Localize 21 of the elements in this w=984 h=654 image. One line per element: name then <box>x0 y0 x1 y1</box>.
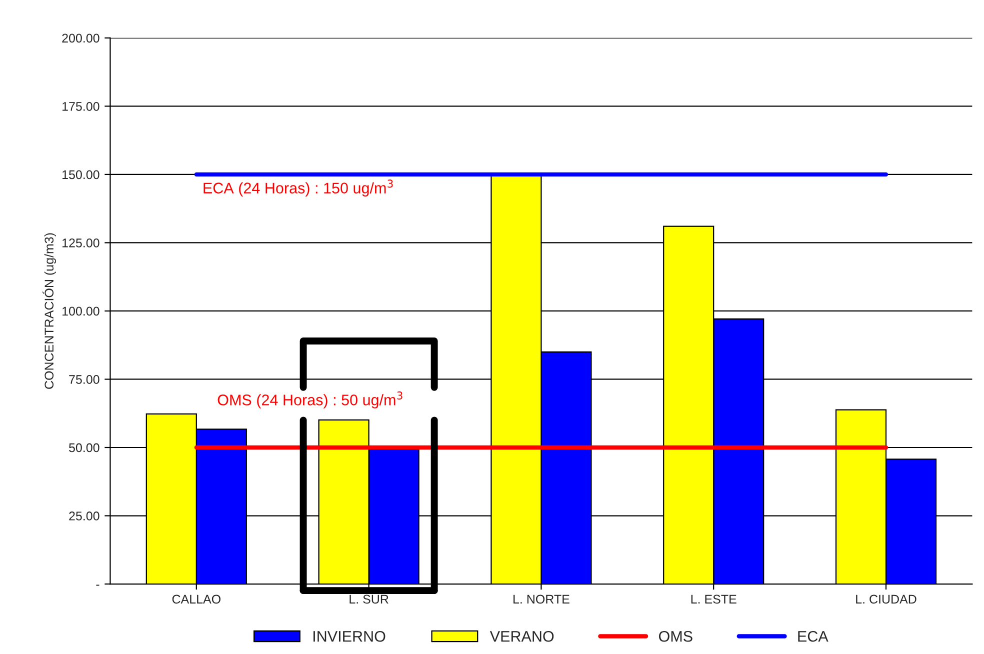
x-tick-label: L. NORTE <box>514 594 570 604</box>
y-tick-label: 175.00 <box>62 102 100 111</box>
y-tick-label: 100.00 <box>62 306 100 316</box>
x-tick-label: L. CIUDAD <box>856 594 916 604</box>
y-tick-label: 50.00 <box>69 443 100 452</box>
legend-label: VERANO <box>490 630 554 642</box>
legend-label: OMS <box>658 630 692 642</box>
legend-label: ECA <box>798 630 828 642</box>
x-tick-label: L. ESTE <box>691 594 736 604</box>
y-tick-label: - <box>96 584 100 586</box>
y-tick-label: 25.00 <box>69 512 100 520</box>
annotation: ECA (24 Horas) : 150 ug/m$^{3}$ <box>204 180 393 197</box>
legend-label: INVIERNO <box>314 630 386 642</box>
x-tick-label: L. SUR <box>350 594 388 604</box>
y-tick-label: 75.00 <box>69 375 100 384</box>
y-axis-title: CONCENTRACIÓN (ug/m3) <box>42 233 56 389</box>
y-tick-label: 200.00 <box>62 34 100 43</box>
y-tick-label: 125.00 <box>62 238 100 248</box>
annotation: OMS (24 Horas) : 50 ug/m$^{3}$ <box>218 391 402 408</box>
y-tick-label: 150.00 <box>62 170 100 180</box>
x-tick-label: CALLAO <box>172 594 220 604</box>
